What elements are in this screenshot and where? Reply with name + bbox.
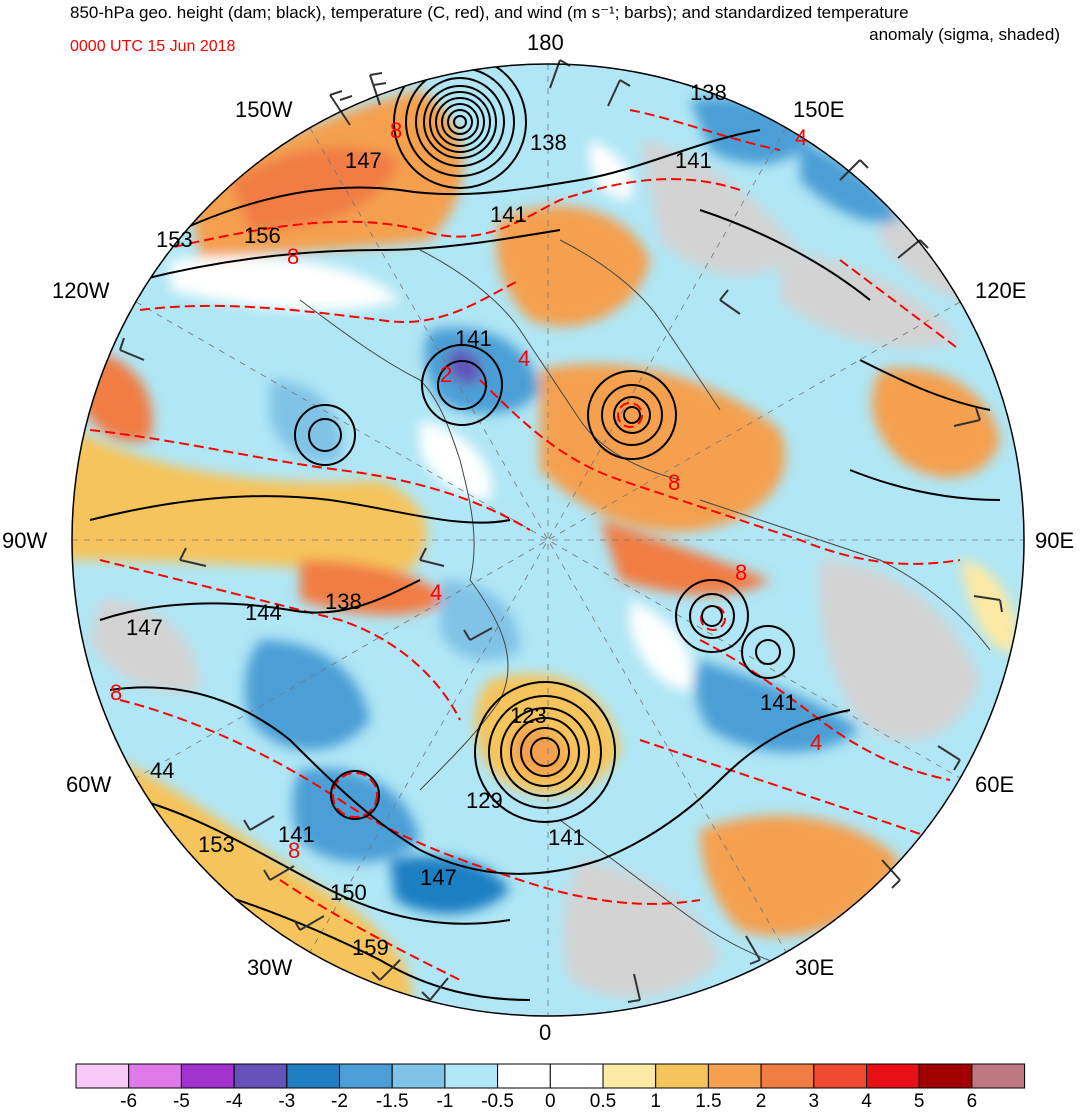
- height-label: 141: [490, 202, 527, 227]
- height-label: 153: [156, 227, 193, 252]
- temperature-label: 8: [735, 560, 747, 585]
- height-contours: [89, 64, 1001, 1001]
- height-label: 159: [352, 935, 389, 960]
- colorbar: -6 -5 -4 -3 -2 -1.5 -1 -0.5 0 0.5 1 1.5 2 3 4 5 6: [75, 1063, 1026, 1112]
- temperature-label: 8: [110, 680, 122, 705]
- colorbar-label: -4: [226, 1091, 243, 1112]
- colorbar-label: -0.5: [481, 1091, 514, 1112]
- colorbar-label: -6: [120, 1091, 137, 1112]
- height-label: 138: [690, 80, 727, 105]
- colorbar-label: 0.5: [590, 1091, 616, 1112]
- temperature-label: 8: [668, 470, 680, 495]
- temperature-label: 4: [518, 346, 530, 371]
- colorbar-label: 4: [861, 1091, 872, 1112]
- height-label: 147: [420, 865, 457, 890]
- height-label: 138: [530, 130, 567, 155]
- lon-label-120e: 120E: [975, 278, 1026, 303]
- colorbar-label: -5: [173, 1091, 190, 1112]
- height-label: 141: [675, 148, 712, 173]
- colorbar-swatch: [391, 1063, 446, 1089]
- lon-label-0: 0: [539, 1020, 551, 1045]
- valid-time: 0000 UTC 15 Jun 2018: [70, 38, 236, 55]
- height-label: 147: [345, 148, 382, 173]
- map-title: 850-hPa geo. height (dam; black), temper…: [70, 2, 1060, 46]
- colorbar-label: 3: [809, 1091, 820, 1112]
- lon-label-60w: 60W: [66, 772, 111, 797]
- temperature-label: 8: [390, 118, 402, 143]
- height-label: 153: [198, 832, 235, 857]
- colorbar-label: 0: [545, 1091, 556, 1112]
- colorbar-swatch: [233, 1063, 288, 1089]
- colorbar-label: -1.5: [376, 1091, 409, 1112]
- colorbar-label: -2: [331, 1091, 348, 1112]
- colorbar-swatch: [602, 1063, 657, 1089]
- colorbar-swatch: [497, 1063, 551, 1089]
- temperature-contours: [89, 109, 991, 981]
- temperature-label: 8: [287, 244, 299, 269]
- colorbar-label: 6: [967, 1091, 978, 1112]
- colorbar-swatch: [339, 1063, 393, 1089]
- height-label: 141: [278, 822, 315, 847]
- colorbar-label: 1.5: [695, 1091, 721, 1112]
- lon-label-180: 180: [527, 30, 564, 55]
- lon-label-30w: 30W: [247, 955, 292, 980]
- temperature-contour-labels: 8 4 8 4 2 8 8 4 8 8 4: [110, 118, 822, 863]
- height-label: 144: [245, 600, 282, 625]
- colorbar-label: 5: [914, 1091, 925, 1112]
- temperature-label: 4: [795, 125, 807, 150]
- colorbar-label: -3: [278, 1091, 295, 1112]
- lon-label-30e: 30E: [795, 955, 834, 980]
- height-label: 141: [760, 690, 797, 715]
- height-contour-labels: 138 147 138 141 141 153 156 141 144 147 …: [126, 80, 797, 960]
- colorbar-swatch: [760, 1063, 815, 1089]
- colorbar-swatch: [971, 1063, 1026, 1089]
- colorbar-swatch: [707, 1063, 762, 1089]
- height-label: 150: [330, 880, 367, 905]
- colorbar-swatch: [444, 1063, 499, 1089]
- lon-label-90e: 90E: [1035, 528, 1074, 553]
- height-label: 141: [455, 326, 492, 351]
- colorbar-swatch: [918, 1063, 973, 1089]
- height-label: 44: [150, 758, 174, 783]
- colorbar-swatch: [549, 1063, 604, 1089]
- colorbar-swatch: [286, 1063, 340, 1089]
- colorbar-label: -1: [436, 1091, 453, 1112]
- map-boundary: [71, 63, 1025, 1017]
- colorbar-swatch: [813, 1063, 867, 1089]
- height-label: 147: [126, 615, 163, 640]
- title-line-1: 850-hPa geo. height (dam; black), temper…: [70, 3, 909, 22]
- colorbar-swatch: [128, 1063, 182, 1089]
- lon-label-150e: 150E: [793, 97, 844, 122]
- height-label: 141: [548, 825, 585, 850]
- title-line-2: anomaly (sigma, shaded): [869, 25, 1060, 44]
- colorbar-swatch: [180, 1063, 235, 1089]
- lon-label-60e: 60E: [975, 772, 1014, 797]
- lon-label-150w: 150W: [235, 97, 293, 122]
- longitude-labels: 180 150W 150E 120W 120E 90W 90E 60W 60E …: [2, 30, 1074, 1045]
- graticule: [72, 64, 1024, 1016]
- colorbar-swatch: [655, 1063, 709, 1089]
- height-label: 156: [244, 223, 281, 248]
- temperature-label: 8: [288, 838, 300, 863]
- temperature-label: 4: [810, 730, 822, 755]
- colorbar-swatch: [75, 1063, 130, 1089]
- lon-label-120w: 120W: [52, 278, 110, 303]
- colorbar-swatch: [866, 1063, 920, 1089]
- wind-barbs: [119, 59, 1003, 1003]
- colorbar-label: 2: [756, 1091, 767, 1112]
- temperature-label: 4: [430, 580, 442, 605]
- height-label: 129: [466, 788, 503, 813]
- height-label: 138: [325, 589, 362, 614]
- lon-label-90w: 90W: [2, 528, 47, 553]
- height-label: 123: [510, 703, 547, 728]
- colorbar-label: 1: [650, 1091, 661, 1112]
- temperature-label: 2: [440, 362, 452, 387]
